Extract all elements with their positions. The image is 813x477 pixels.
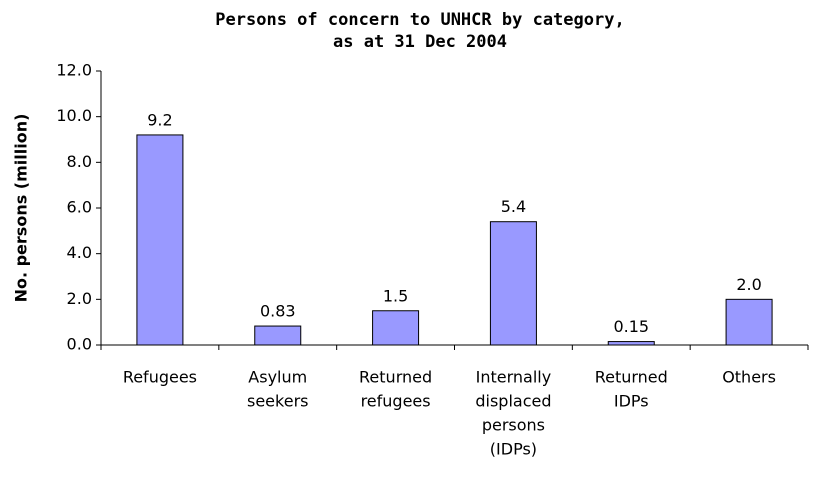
y-tick-label: 0.0 <box>67 335 92 354</box>
bar <box>607 341 655 346</box>
bar <box>372 310 420 346</box>
data-label: 0.15 <box>613 317 649 336</box>
bar <box>489 221 537 346</box>
x-tick-label: Others <box>722 368 776 387</box>
bar <box>254 325 302 346</box>
x-tick-label: persons <box>482 416 545 435</box>
chart-title: Persons of concern to UNHCR by category, <box>215 10 624 30</box>
x-tick-label: Refugees <box>123 368 197 387</box>
x-tick-label: Returned <box>595 368 668 387</box>
y-tick-label: 4.0 <box>67 243 92 262</box>
y-tick-label: 8.0 <box>67 152 92 171</box>
data-label: 2.0 <box>736 275 761 294</box>
data-label: 9.2 <box>147 110 172 129</box>
y-tick-label: 10.0 <box>56 106 92 125</box>
x-tick-label: seekers <box>247 392 308 411</box>
data-label: 0.83 <box>260 302 296 321</box>
x-tick-label: (IDPs) <box>490 440 537 459</box>
data-label: 5.4 <box>501 197 526 216</box>
x-tick-label: Internally <box>476 368 552 387</box>
y-tick-label: 12.0 <box>56 61 92 80</box>
bar <box>136 134 184 346</box>
x-tick-label: Asylum <box>248 368 307 387</box>
y-axis-label: No. persons (million) <box>12 114 31 303</box>
x-tick-label: refugees <box>361 392 431 411</box>
x-tick-label: Returned <box>359 368 432 387</box>
x-tick-label: IDPs <box>614 392 649 411</box>
x-tick-label: displaced <box>475 392 551 411</box>
data-label: 1.5 <box>383 286 408 305</box>
y-tick-label: 2.0 <box>67 289 92 308</box>
y-tick-label: 6.0 <box>67 198 92 217</box>
chart-title: as at 31 Dec 2004 <box>333 32 507 52</box>
bar <box>725 298 773 346</box>
